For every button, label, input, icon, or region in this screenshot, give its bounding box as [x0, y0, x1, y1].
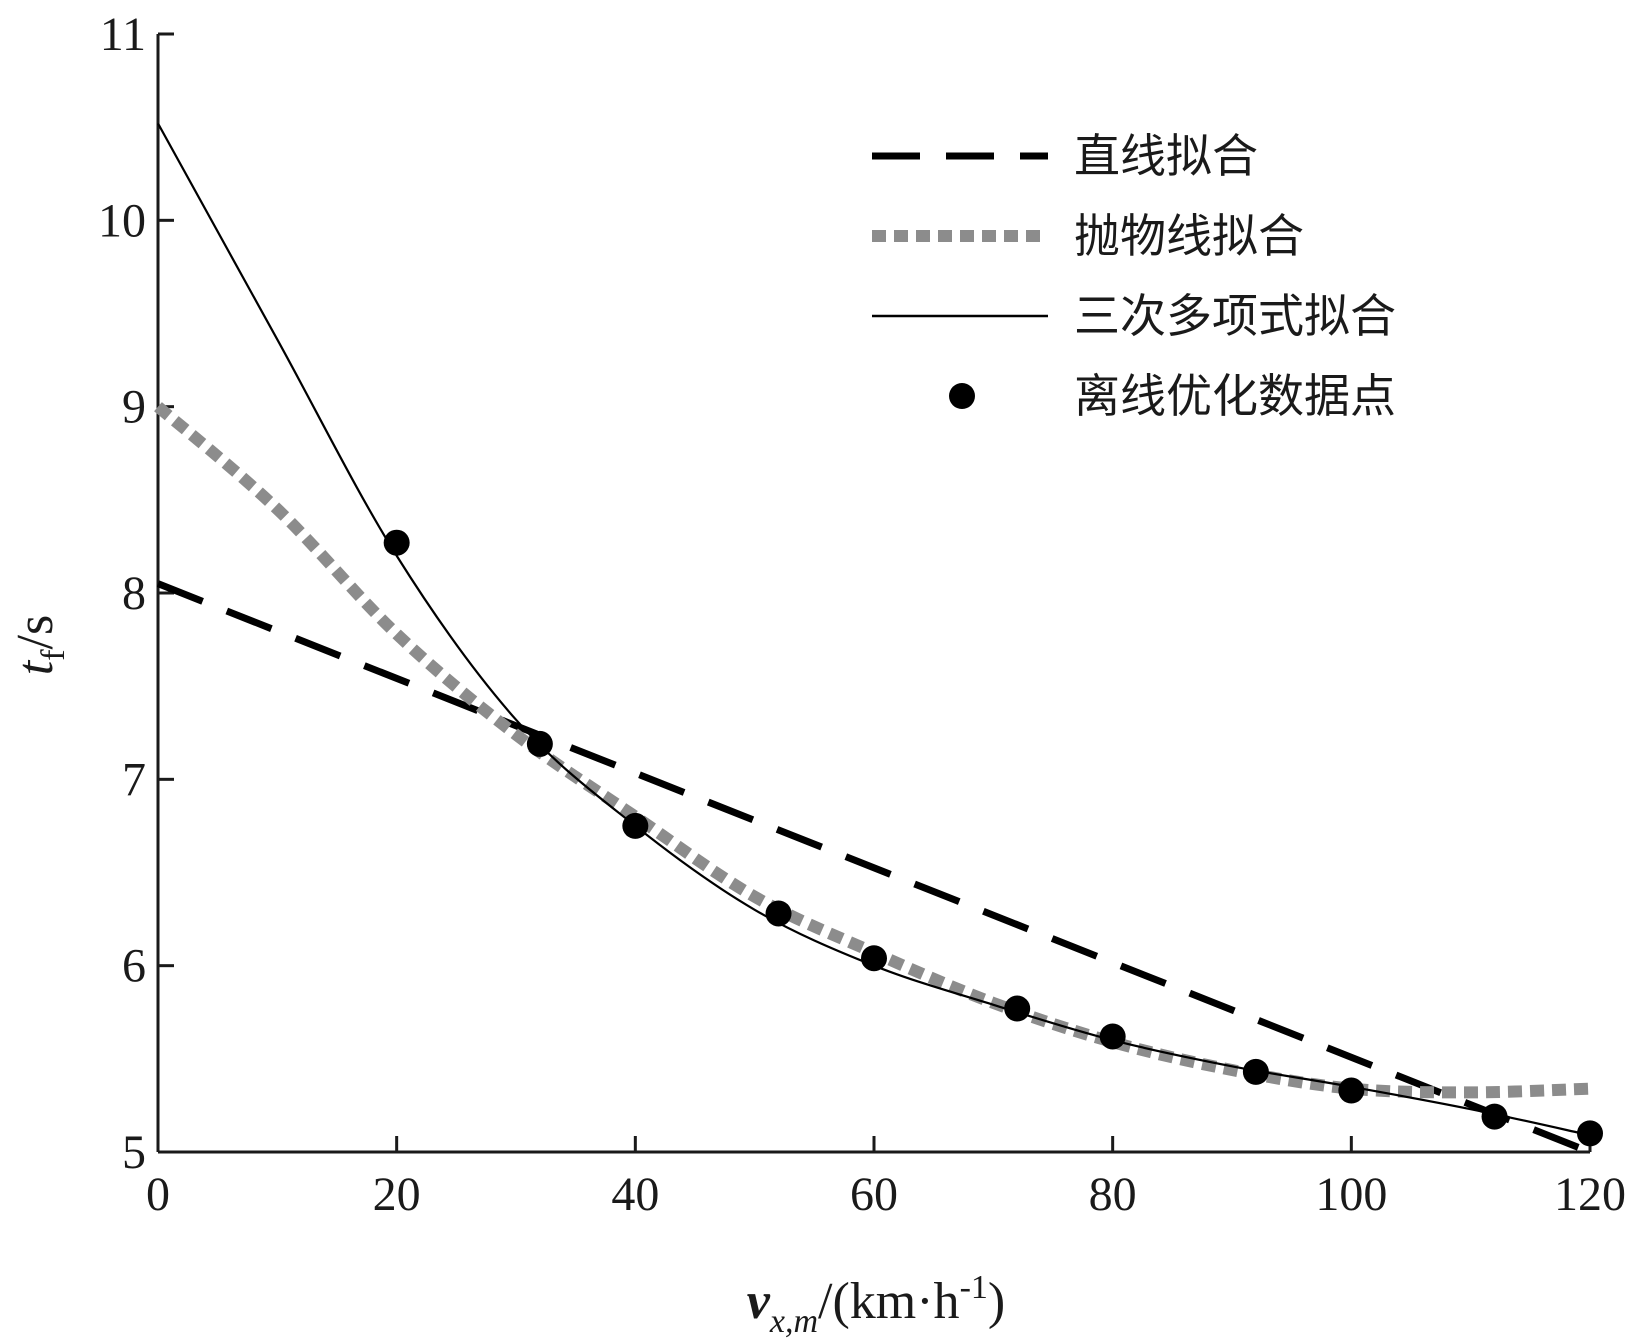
- series-line-3: [157, 122, 1591, 1137]
- ticks: 5 6 7 8 9 10 11 0 20 40 60 80 100 120: [98, 8, 1626, 1221]
- y-tick-label: 9: [122, 381, 146, 434]
- data-point: [1338, 1077, 1365, 1104]
- data-point: [526, 730, 553, 757]
- x-tick-label: 60: [850, 1168, 898, 1221]
- x-tick-label: 40: [611, 1168, 659, 1221]
- data-point: [1481, 1103, 1508, 1130]
- x-tick-label: 0: [146, 1168, 170, 1221]
- y-tick-label: 11: [100, 8, 146, 61]
- x-axis-label-main: v: [747, 1273, 771, 1330]
- legend-label: 抛物线拟合: [1074, 209, 1304, 263]
- data-point: [861, 945, 887, 972]
- legend-label: 三次多项式拟合: [1074, 289, 1396, 343]
- data-point: [1577, 1120, 1603, 1147]
- data-point: [765, 900, 792, 927]
- plot-area: [154, 122, 1603, 1156]
- x-tick-label: 100: [1315, 1168, 1387, 1221]
- x-axis-label: vx,m/(km·h-1): [747, 1269, 1005, 1340]
- y-axis-label: tf/s: [7, 615, 72, 675]
- x-tick-label: 20: [373, 1168, 421, 1221]
- x-axis-label-close: ): [988, 1273, 1005, 1330]
- series-line-1: [156, 580, 1592, 1156]
- y-axis-label-main: t: [7, 659, 64, 675]
- legend-label: 离线优化数据点: [1074, 369, 1396, 423]
- data-point: [1099, 1023, 1126, 1050]
- x-tick-label: 120: [1554, 1168, 1626, 1221]
- y-axis-label-unit: /s: [7, 615, 64, 650]
- data-point: [383, 529, 410, 556]
- y-tick-label: 6: [122, 940, 146, 993]
- x-axis-label-sub: x,m: [769, 1303, 818, 1340]
- data-point: [622, 812, 649, 839]
- x-axis-label-unit: /(km·h: [818, 1273, 960, 1330]
- data-point: [1004, 995, 1031, 1022]
- y-tick-label: 5: [122, 1126, 146, 1179]
- y-tick-label: 8: [122, 567, 146, 620]
- series-line-2: [154, 402, 1591, 1099]
- x-axis-label-sup: -1: [960, 1269, 988, 1306]
- y-tick-label: 7: [122, 753, 146, 806]
- legend-marker: [949, 383, 975, 409]
- y-axis-label-sub: f: [35, 649, 72, 661]
- x-tick-label: 80: [1089, 1168, 1137, 1221]
- legend-label: 直线拟合: [1074, 129, 1258, 183]
- data-point: [1242, 1058, 1269, 1085]
- axes: [156, 34, 1590, 1154]
- y-tick-label: 10: [98, 194, 146, 247]
